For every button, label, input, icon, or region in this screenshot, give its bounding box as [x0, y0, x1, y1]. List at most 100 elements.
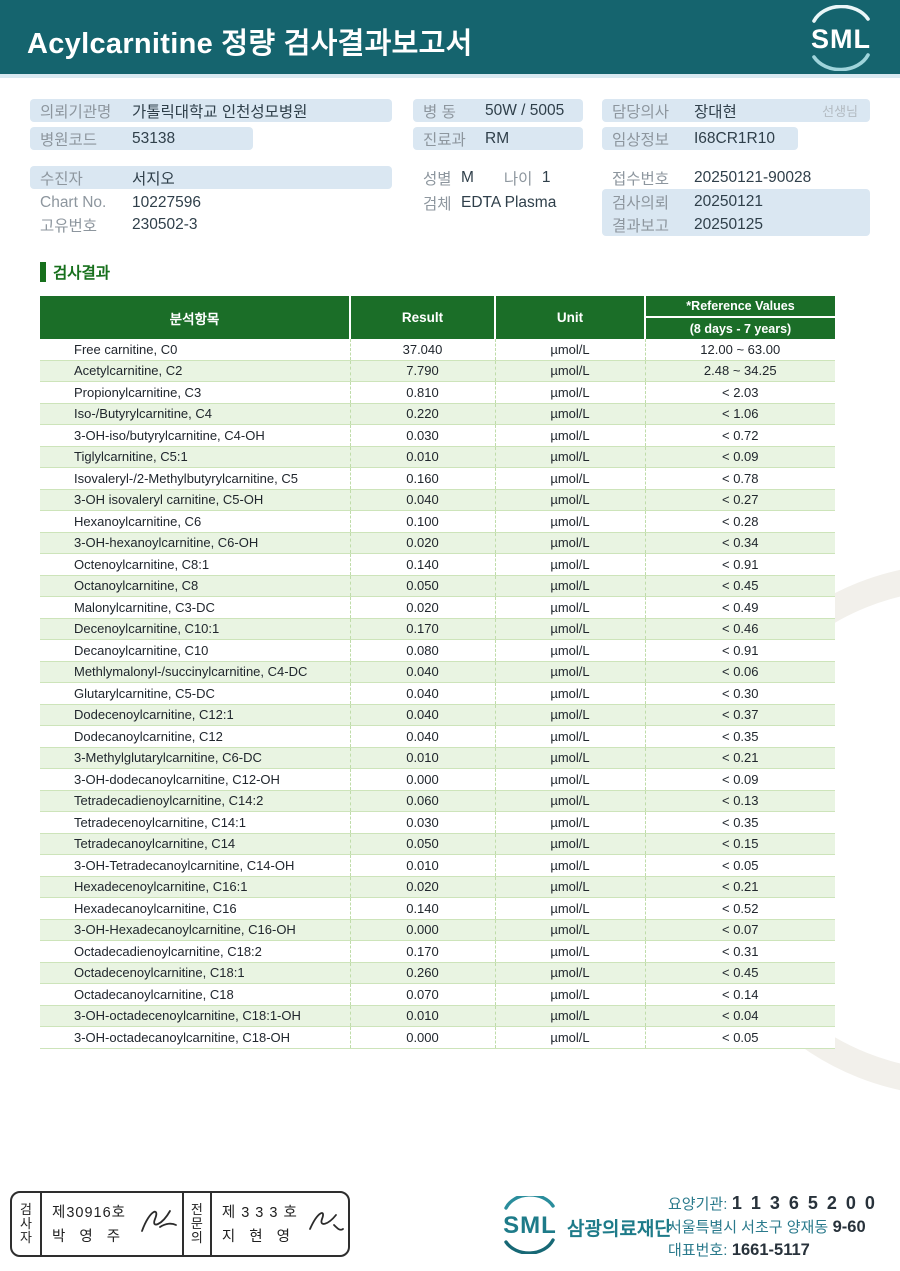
- specialist-box-label-text: 전문의: [190, 1201, 203, 1246]
- analyte-unit: µmol/L: [494, 983, 645, 1006]
- specialist-cell: 제 3 3 3 호 지 현 영: [212, 1193, 348, 1255]
- table-row: Glutarylcarnitine, C5-DC 0.040 µmol/L < …: [40, 682, 835, 705]
- analyte-result: 0.140: [349, 897, 495, 920]
- analyte-name: Dodecanoylcarnitine, C12: [40, 725, 350, 748]
- address-text: 서울특별시 서초구 양재동: [668, 1219, 829, 1236]
- analyte-name: Hexanoylcarnitine, C6: [40, 510, 350, 533]
- field-label: 검체: [423, 195, 452, 213]
- analyte-name: 3-OH-octadecanoylcarnitine, C18-OH: [40, 1026, 350, 1049]
- analyte-unit: µmol/L: [494, 661, 645, 683]
- analyte-unit: µmol/L: [494, 682, 645, 705]
- table-row: Methlymalonyl-/succinylcarnitine, C4-DC …: [40, 661, 835, 683]
- analyte-name: Propionylcarnitine, C3: [40, 381, 350, 404]
- table-row: Propionylcarnitine, C3 0.810 µmol/L < 2.…: [40, 381, 835, 404]
- col-header-result: Result: [349, 296, 495, 339]
- specialist-cert-no: 제 3 3 3 호: [221, 1205, 298, 1221]
- analyte-unit: µmol/L: [494, 854, 645, 877]
- examiner-name: 박 영 주: [52, 1229, 126, 1245]
- table-row: 3-OH isovaleryl carnitine, C5-OH 0.040 µ…: [40, 489, 835, 511]
- analyte-name: Isovaleryl-/2-Methylbutyrylcarnitine, C5: [40, 467, 350, 490]
- analyte-result: 0.260: [349, 962, 495, 984]
- analyte-unit: µmol/L: [494, 1026, 645, 1049]
- phone-label: 대표번호:: [668, 1242, 728, 1259]
- analyte-reference: < 0.09: [644, 446, 835, 468]
- field-specimen: 검체 EDTA Plasma: [413, 191, 603, 214]
- analyte-result: 0.020: [349, 596, 495, 619]
- analyte-unit: µmol/L: [494, 940, 645, 963]
- table-row: 3-OH-dodecanoylcarnitine, C12-OH 0.000 µ…: [40, 768, 835, 791]
- table-row: 3-OH-Tetradecanoylcarnitine, C14-OH 0.01…: [40, 854, 835, 877]
- table-row: Tiglylcarnitine, C5:1 0.010 µmol/L < 0.0…: [40, 446, 835, 468]
- table-row: Free carnitine, C0 37.040 µmol/L 12.00 ~…: [40, 339, 835, 361]
- top-banner: [0, 0, 900, 74]
- analyte-unit: µmol/L: [494, 962, 645, 984]
- contact-block: 요양기관: 1 1 3 6 5 2 0 0 서울특별시 서초구 양재동 9-60…: [668, 1192, 877, 1262]
- table-row: Hexadecenoylcarnitine, C16:1 0.020 µmol/…: [40, 876, 835, 898]
- analyte-name: Tetradecadienoylcarnitine, C14:2: [40, 790, 350, 812]
- table-row: 3-OH-octadecanoylcarnitine, C18-OH 0.000…: [40, 1026, 835, 1049]
- table-row: Hexanoylcarnitine, C6 0.100 µmol/L < 0.2…: [40, 510, 835, 533]
- table-row: Tetradecanoylcarnitine, C14 0.050 µmol/L…: [40, 833, 835, 855]
- analyte-result: 0.040: [349, 725, 495, 748]
- examiner-cert-no: 제30916호: [52, 1205, 127, 1221]
- analyte-reference: < 0.31: [644, 940, 835, 963]
- analyte-unit: µmol/L: [494, 403, 645, 425]
- analyte-name: 3-OH-hexanoylcarnitine, C6-OH: [40, 532, 350, 554]
- table-row: Dodecenoylcarnitine, C12:1 0.040 µmol/L …: [40, 704, 835, 726]
- organization-name: 삼광의료재단: [567, 1219, 672, 1240]
- analyte-reference: < 0.91: [644, 553, 835, 576]
- analyte-result: 0.160: [349, 467, 495, 490]
- analyte-result: 0.060: [349, 790, 495, 812]
- analyte-result: 0.040: [349, 489, 495, 511]
- analyte-name: Tetradecenoylcarnitine, C14:1: [40, 811, 350, 834]
- analyte-reference: < 0.15: [644, 833, 835, 855]
- analyte-name: Octadecanoylcarnitine, C18: [40, 983, 350, 1006]
- analyte-reference: < 0.91: [644, 639, 835, 662]
- field-value: 50W / 5005: [485, 101, 565, 119]
- analyte-reference: < 0.06: [644, 661, 835, 683]
- address-line: 서울특별시 서초구 양재동 9-60: [668, 1216, 877, 1239]
- analyte-result: 0.010: [349, 1005, 495, 1027]
- field-label: 수진자: [40, 170, 83, 188]
- analyte-reference: < 0.21: [644, 747, 835, 769]
- analyte-name: Decenoylcarnitine, C10:1: [40, 618, 350, 640]
- analyte-name: Malonylcarnitine, C3-DC: [40, 596, 350, 619]
- col-header-reference-range: (8 days - 7 years): [644, 316, 835, 339]
- analyte-result: 0.140: [349, 553, 495, 576]
- analyte-name: 3-Methylglutarylcarnitine, C6-DC: [40, 747, 350, 769]
- table-row: Hexadecanoylcarnitine, C16 0.140 µmol/L …: [40, 897, 835, 920]
- dates-block: 검사의뢰 20250121 결과보고 20250125: [602, 189, 870, 236]
- field-value: EDTA Plasma: [461, 193, 557, 211]
- analyte-unit: µmol/L: [494, 596, 645, 619]
- analyte-reference: < 0.14: [644, 983, 835, 1006]
- field-label: 병 동: [423, 103, 456, 121]
- table-row: Octadecenoylcarnitine, C18:1 0.260 µmol/…: [40, 962, 835, 984]
- field-value: 10227596: [132, 193, 201, 211]
- analyte-name: 3-OH-iso/butyrylcarnitine, C4-OH: [40, 424, 350, 447]
- examiner-signature-icon: [140, 1210, 177, 1232]
- field-patient-name: 수진자 서지오: [30, 166, 392, 189]
- table-row: Decenoylcarnitine, C10:1 0.170 µmol/L < …: [40, 618, 835, 640]
- analyte-reference: < 0.09: [644, 768, 835, 791]
- table-row: Acetylcarnitine, C2 7.790 µmol/L 2.48 ~ …: [40, 360, 835, 382]
- field-reception-no: 접수번호 20250121-90028: [602, 166, 870, 189]
- field-label: 진료과: [423, 131, 466, 149]
- field-value: 230502-3: [132, 215, 198, 233]
- analyte-reference: < 1.06: [644, 403, 835, 425]
- table-row: Octenoylcarnitine, C8:1 0.140 µmol/L < 0…: [40, 553, 835, 576]
- table-row: Isovaleryl-/2-Methylbutyrylcarnitine, C5…: [40, 467, 835, 490]
- table-row: Dodecanoylcarnitine, C12 0.040 µmol/L < …: [40, 725, 835, 748]
- table-row: Octadecadienoylcarnitine, C18:2 0.170 µm…: [40, 940, 835, 963]
- analyte-reference: < 0.52: [644, 897, 835, 920]
- analyte-reference: < 0.34: [644, 532, 835, 554]
- analyte-unit: µmol/L: [494, 381, 645, 404]
- analyte-name: Decanoylcarnitine, C10: [40, 639, 350, 662]
- analyte-reference: 12.00 ~ 63.00: [644, 339, 835, 361]
- field-value: 20250121: [694, 192, 763, 210]
- analyte-name: 3-OH-octadecenoylcarnitine, C18:1-OH: [40, 1005, 350, 1027]
- analyte-name: Hexadecenoylcarnitine, C16:1: [40, 876, 350, 898]
- analyte-result: 0.040: [349, 661, 495, 683]
- table-row: Tetradecadienoylcarnitine, C14:2 0.060 µ…: [40, 790, 835, 812]
- phone-line: 대표번호: 1661-5117: [668, 1239, 877, 1262]
